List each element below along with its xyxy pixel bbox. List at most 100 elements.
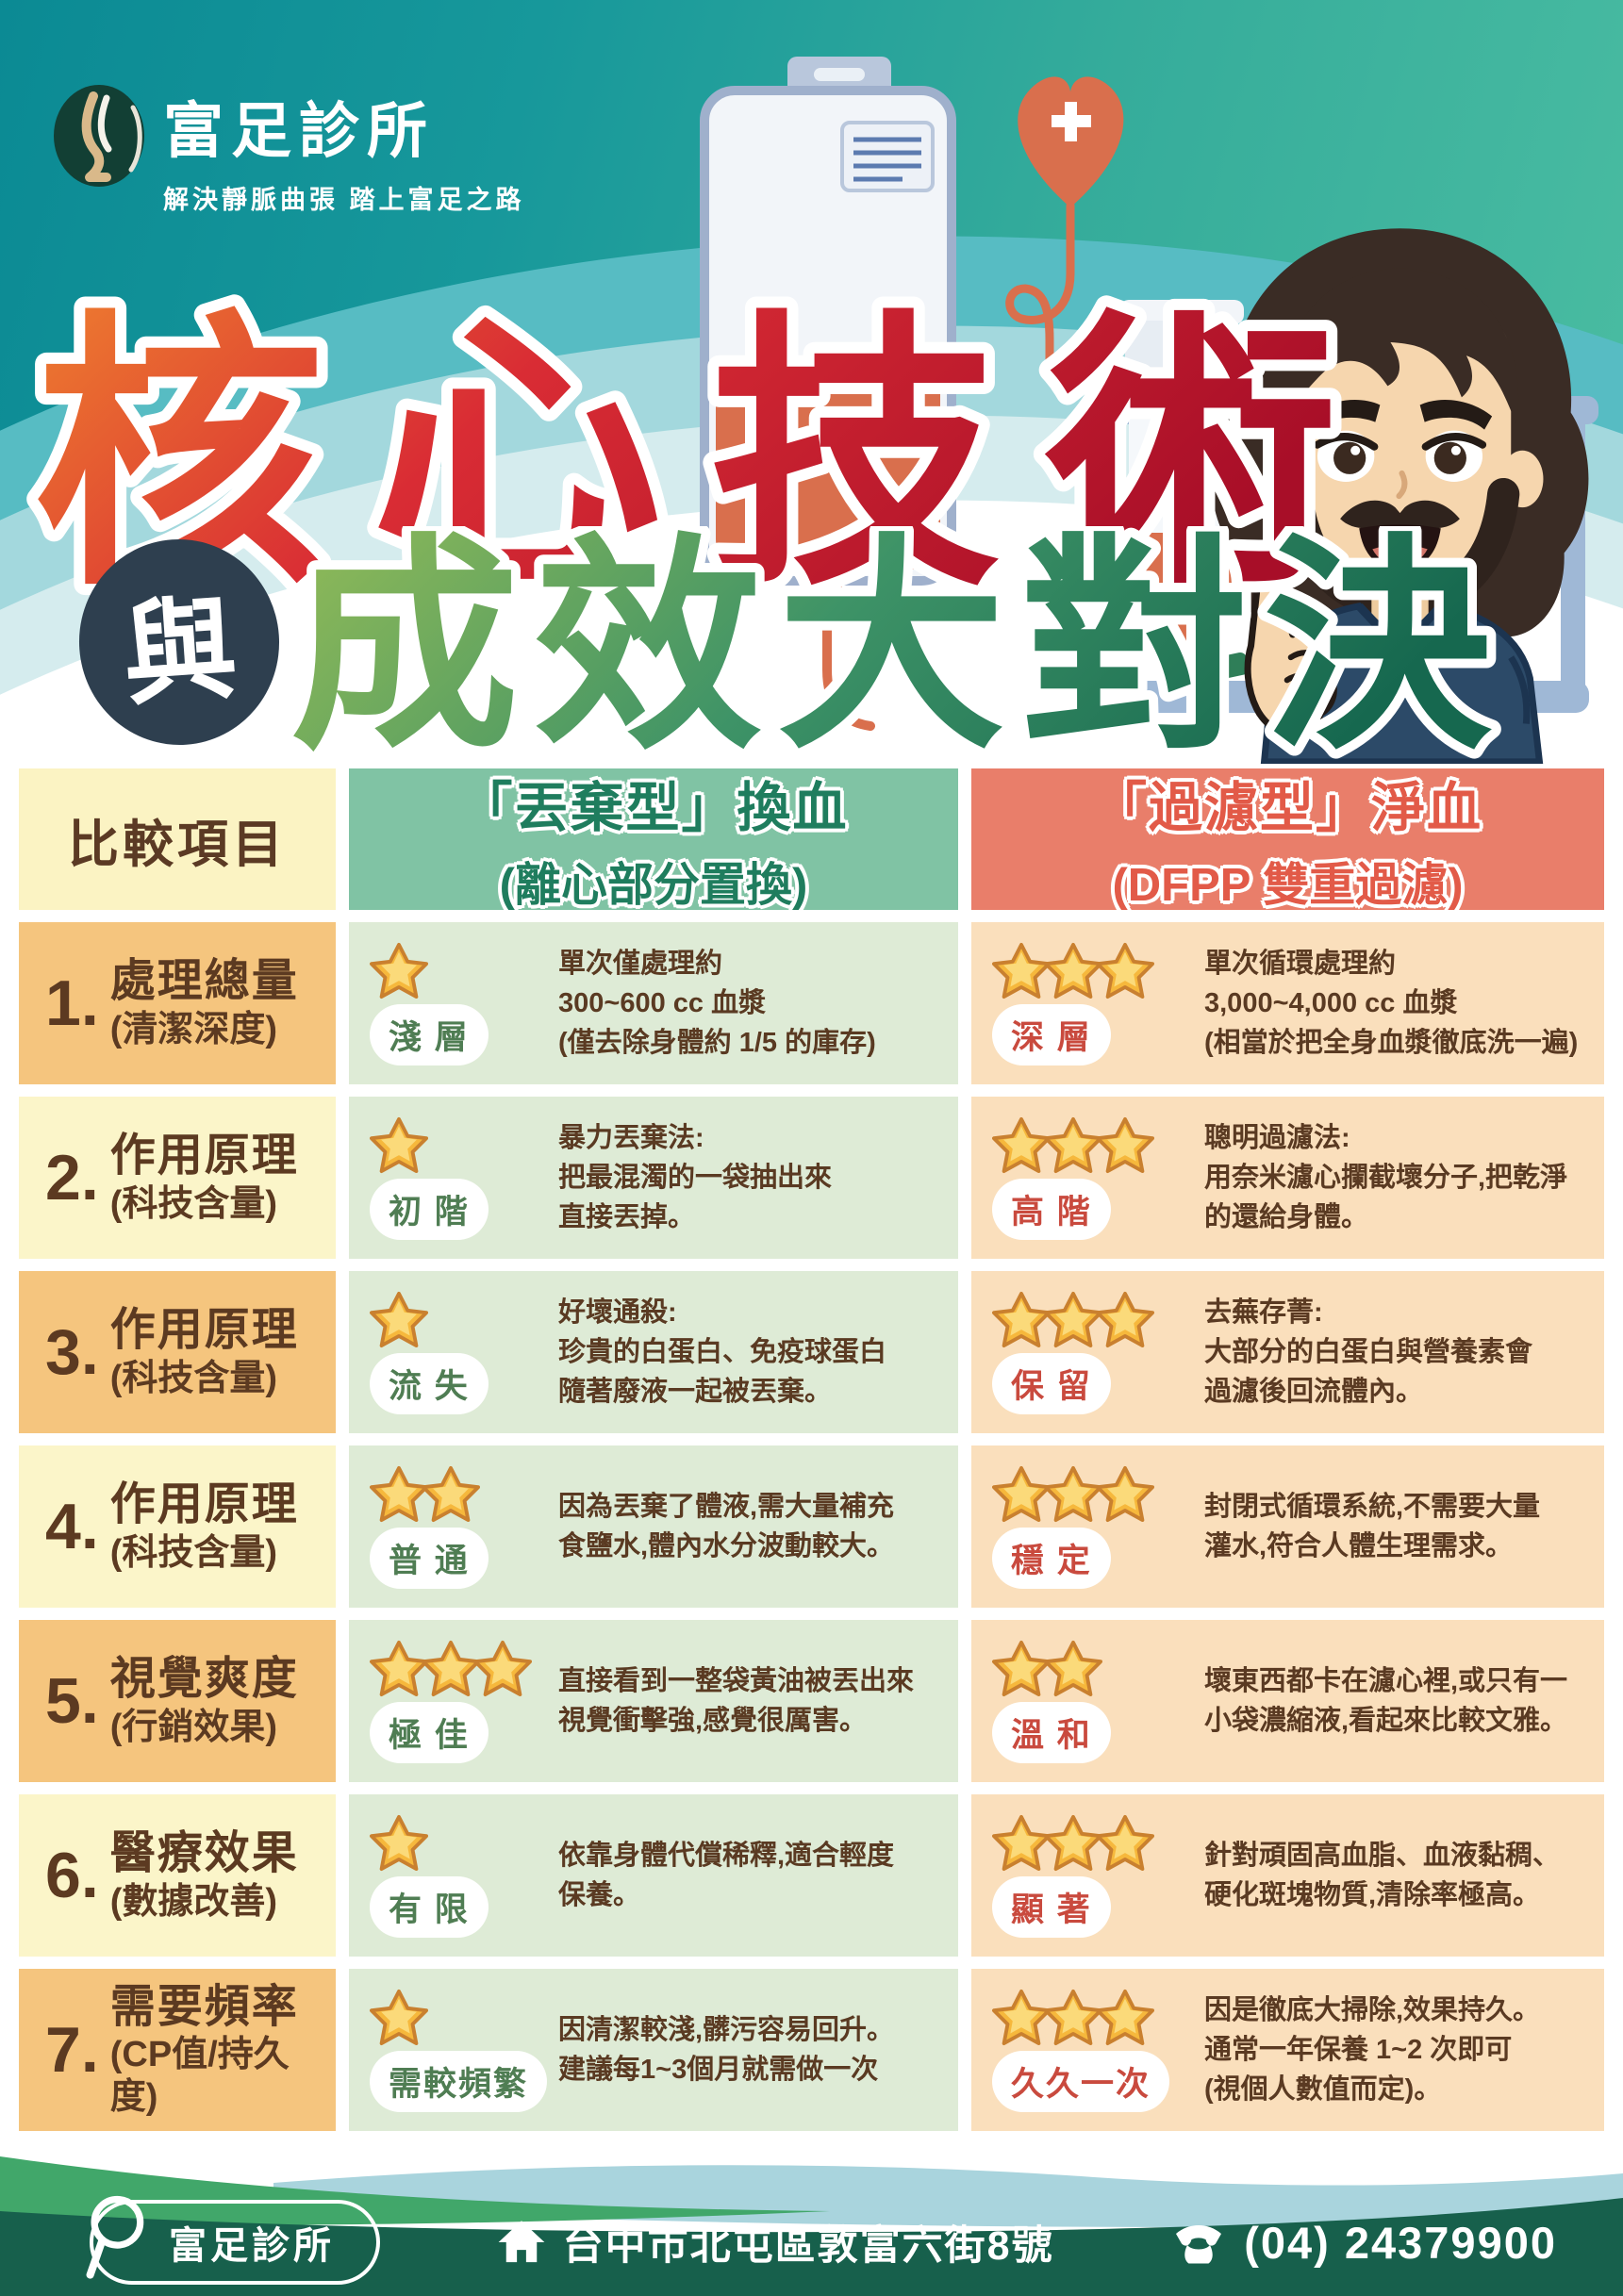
cell-description: 好壞通殺: 珍貴的白蛋白、免疫球蛋白 隨著廢液一起被丟棄。	[558, 1297, 887, 1408]
row-label-title: 作用原理	[109, 1131, 299, 1181]
star-rating	[370, 1639, 532, 1697]
star-icon	[992, 1989, 1051, 2046]
header-discard-sub: (離心部分置換)	[499, 859, 808, 911]
star-icon	[422, 1465, 480, 1523]
level-badge: 深 層	[992, 1004, 1111, 1065]
level-badge: 極 佳	[370, 1702, 489, 1763]
star-icon	[1096, 1116, 1154, 1174]
header-filter-title: 「過濾型」淨血	[1093, 777, 1482, 838]
row-number: 4.	[45, 1491, 99, 1562]
star-icon	[992, 1814, 1051, 1872]
magnifier-icon	[86, 2195, 144, 2279]
cell-description: 壞東西都卡在濾心裡,或只有一 小袋濃縮液,看起來比較文雅。	[1204, 1665, 1568, 1736]
level-badge: 淺 層	[370, 1004, 489, 1065]
footer-phone: (04) 24379900	[1170, 2217, 1557, 2269]
star-icon	[1096, 1465, 1154, 1523]
test-tube-icon	[1119, 300, 1244, 652]
comparison-table: 比較項目 「丟棄型」換血 (離心部分置換) 「過濾型」淨血 (DFPP 雙重過濾…	[19, 768, 1604, 2131]
star-icon	[992, 1465, 1051, 1523]
row-number: 2.	[45, 1142, 99, 1214]
cell-description: 直接看到一整袋黃油被丟出來 視覺衝擊強,感覺很厲害。	[558, 1665, 915, 1736]
footer-clinic-pill: 富足診所	[86, 2195, 380, 2285]
filter-cell: 高 階 聰明過濾法: 用奈米濾心攔截壞分子,把乾淨 的還給身體。	[971, 1097, 1604, 1259]
footer-address-text: 台中市北屯區敦富六街8號	[562, 2223, 1054, 2269]
cell-description: 暴力丟棄法: 把最混濁的一袋抽出來 直接丟掉。	[558, 1122, 833, 1233]
level-badge: 保 留	[992, 1353, 1111, 1414]
row-number: 3.	[45, 1316, 99, 1388]
cell-description: 單次僅處理約 300~600 cc 血漿 (僅去除身體約 1/5 的庫存)	[558, 948, 876, 1059]
discard-cell: 需較頻繁 因清潔較淺,髒污容易回升。 建議每1~3個月就需做一次	[349, 1969, 958, 2131]
level-badge: 流 失	[370, 1353, 489, 1414]
row-label-sub: (行銷效果)	[109, 1707, 278, 1747]
cell-description: 因清潔較淺,髒污容易回升。 建議每1~3個月就需做一次	[558, 2014, 895, 2085]
row-label: 5. 視覺爽度 (行銷效果)	[19, 1620, 336, 1782]
row-label-title: 醫療效果	[109, 1828, 299, 1879]
title-line-2-graphic: 成效大對決	[283, 526, 1507, 766]
discard-cell: 初 階 暴力丟棄法: 把最混濁的一袋抽出來 直接丟掉。	[349, 1097, 958, 1259]
cell-description: 依靠身體代償稀釋,適合輕度 保養。	[558, 1840, 895, 1910]
phone-icon	[1176, 2225, 1222, 2264]
cell-description: 聰明過濾法: 用奈米濾心攔截壞分子,把乾淨 的還給身體。	[1204, 1122, 1568, 1233]
star-icon	[1044, 1814, 1102, 1872]
star-rating	[992, 941, 1154, 999]
footer-address: 台中市北屯區敦富六街8號	[497, 2213, 1054, 2271]
star-icon	[992, 1640, 1051, 1697]
filter-cell: 久久一次 因是徹底大掃除,效果持久。 通常一年保養 1~2 次即可 (視個人數值…	[971, 1969, 1604, 2131]
star-icon	[1044, 942, 1102, 999]
row-label-title: 需要頻率	[109, 1981, 299, 2032]
star-icon	[992, 1116, 1051, 1174]
star-rating	[992, 1115, 1154, 1174]
row-label-title: 作用原理	[109, 1479, 299, 1530]
title-line-1-graphic: 核心技術	[23, 294, 1349, 619]
star-icon	[1044, 1465, 1102, 1523]
star-rating	[370, 1115, 428, 1174]
medical-cross-icon	[1161, 627, 1250, 716]
footer-wave-decoration	[0, 2156, 1623, 2296]
clinic-tagline: 解決靜脈曲張 踏上富足之路	[163, 186, 525, 214]
row-label-sub: (科技含量)	[109, 1183, 278, 1224]
row-label-sub: (清潔深度)	[109, 1009, 278, 1049]
star-icon	[1096, 1291, 1154, 1348]
star-icon	[1096, 942, 1154, 999]
star-icon	[1096, 1989, 1154, 2046]
level-badge: 有 限	[370, 1876, 489, 1938]
level-badge: 普 通	[370, 1528, 489, 1589]
level-badge: 初 階	[370, 1179, 489, 1240]
cell-description: 單次循環處理約 3,000~4,000 cc 血漿 (相當於把全身血漿徹底洗一遍…	[1204, 948, 1579, 1059]
filter-cell: 顯 著 針對頑固高血脂、血液黏稠、 硬化斑塊物質,清除率極高。	[971, 1794, 1604, 1957]
filter-cell: 保 留 去蕪存菁: 大部分的白蛋白與營養素會 過濾後回流體內。	[971, 1271, 1604, 1433]
level-badge: 顯 著	[992, 1876, 1111, 1938]
level-badge: 溫 和	[992, 1702, 1111, 1763]
row-label-title: 作用原理	[109, 1305, 299, 1356]
star-icon	[370, 1116, 428, 1174]
row-label-sub: (科技含量)	[109, 1532, 278, 1573]
star-rating	[370, 941, 428, 999]
cell-description: 去蕪存菁: 大部分的白蛋白與營養素會 過濾後回流體內。	[1204, 1297, 1533, 1408]
row-number: 7.	[45, 2014, 99, 2086]
star-icon	[1044, 1291, 1102, 1348]
discard-cell: 流 失 好壞通殺: 珍貴的白蛋白、免疫球蛋白 隨著廢液一起被丟棄。	[349, 1271, 958, 1433]
level-badge: 久久一次	[992, 2051, 1170, 2112]
star-icon	[1044, 1640, 1102, 1697]
header-filter-sub: (DFPP 雙重過濾)	[1112, 859, 1464, 911]
star-icon	[1044, 1989, 1102, 2046]
row-label-sub: (CP值/持久度)	[109, 2035, 290, 2118]
star-rating	[370, 1813, 428, 1872]
star-rating	[992, 1639, 1102, 1697]
footer-phone-number: (04) 24379900	[1244, 2217, 1557, 2268]
clinic-logo-icon	[54, 85, 144, 187]
row-label-sub: (科技含量)	[109, 1358, 278, 1398]
star-icon	[992, 1291, 1051, 1348]
star-icon	[422, 1640, 480, 1697]
clinic-logo: 富足診所 解決靜脈曲張 踏上富足之路	[52, 83, 525, 216]
row-number: 1.	[45, 967, 99, 1039]
title-line-2: 成效大對決	[290, 526, 1507, 766]
star-rating	[370, 1988, 428, 2046]
row-label-title: 處理總量	[109, 956, 299, 1007]
row-number: 5.	[45, 1665, 99, 1737]
table-header-filter-type: 「過濾型」淨血 (DFPP 雙重過濾)	[971, 768, 1604, 911]
table-header-discard-type: 「丟棄型」換血 (離心部分置換)	[349, 768, 958, 911]
row-label: 3. 作用原理 (科技含量)	[19, 1271, 336, 1433]
star-rating	[992, 1290, 1154, 1348]
row-label: 2. 作用原理 (科技含量)	[19, 1097, 336, 1259]
